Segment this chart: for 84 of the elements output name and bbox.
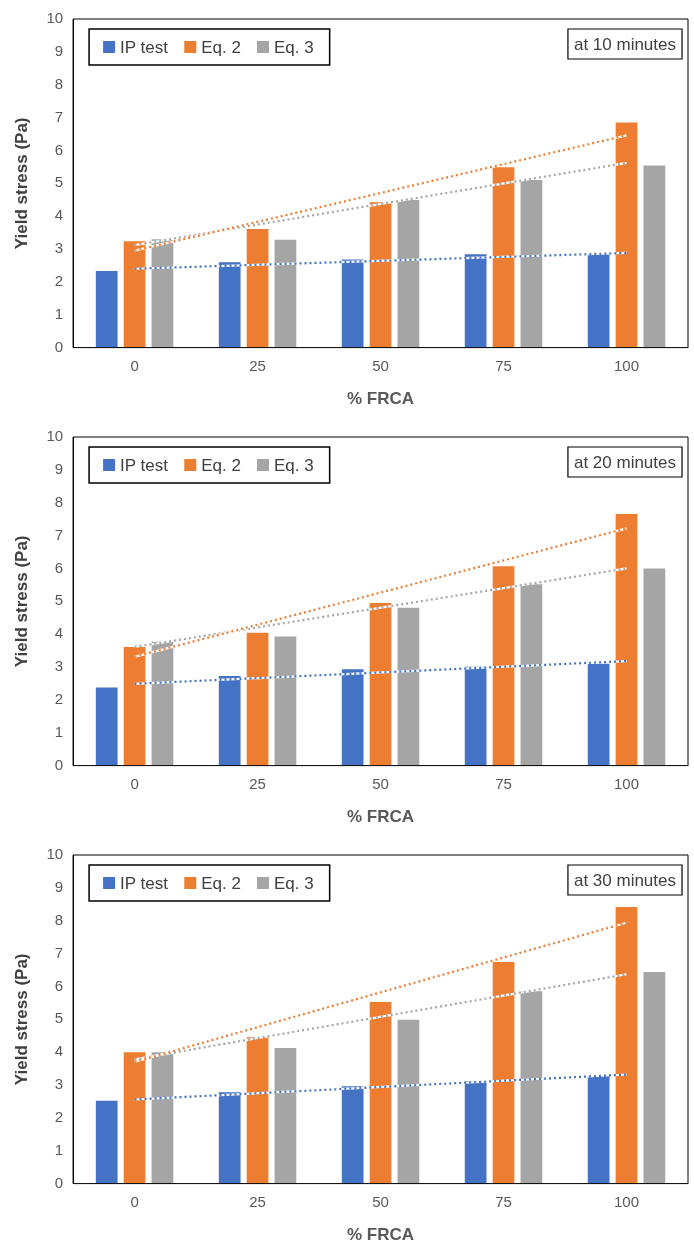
annotation: at 20 minutes <box>573 452 676 472</box>
x-tick-label: 50 <box>372 774 389 792</box>
bar <box>397 1019 420 1184</box>
x-tick-label: 25 <box>249 356 266 374</box>
legend-label: Eq. 3 <box>273 37 314 57</box>
x-axis-title: % FRCA <box>347 389 415 409</box>
y-tick-label: 5 <box>54 173 64 191</box>
y-tick-label: 10 <box>46 427 64 445</box>
y-axis-title: Yield stress (Pa) <box>11 117 31 250</box>
y-tick-label: 4 <box>54 1042 64 1060</box>
y-tick-label: 0 <box>54 755 64 773</box>
legend-label: IP test <box>120 873 169 893</box>
x-tick-label: 25 <box>249 1192 266 1210</box>
y-tick-label: 8 <box>54 910 64 928</box>
x-tick-label: 0 <box>130 1192 139 1210</box>
bar <box>95 1100 118 1184</box>
bar <box>369 1001 392 1184</box>
y-tick-label: 1 <box>54 722 64 740</box>
x-tick-label: 100 <box>613 1192 640 1210</box>
y-tick-label: 10 <box>46 845 64 863</box>
y-tick-label: 0 <box>54 337 64 355</box>
bar <box>274 1047 297 1184</box>
y-tick-label: 6 <box>54 140 64 158</box>
y-tick-label: 8 <box>54 492 64 510</box>
bar <box>643 971 666 1184</box>
legend-label: IP test <box>120 37 169 57</box>
bar <box>95 687 118 766</box>
y-axis-title: Yield stress (Pa) <box>11 535 31 668</box>
x-tick-label: 25 <box>249 774 266 792</box>
y-tick-label: 2 <box>54 690 64 708</box>
bar <box>246 1037 269 1184</box>
y-tick-label: 3 <box>54 657 64 675</box>
y-tick-label: 2 <box>54 1108 64 1126</box>
x-tick-label: 100 <box>613 356 640 374</box>
y-tick-label: 5 <box>54 1009 64 1027</box>
x-tick-label: 75 <box>495 774 512 792</box>
bar <box>492 566 515 766</box>
x-axis-title: % FRCA <box>347 1225 415 1245</box>
legend-label: Eq. 3 <box>273 455 314 475</box>
x-tick-label: 50 <box>372 1192 389 1210</box>
x-tick-label: 0 <box>130 356 139 374</box>
y-tick-label: 9 <box>54 460 64 477</box>
x-tick-label: 50 <box>372 356 389 374</box>
y-axis-title: Yield stress (Pa) <box>11 953 31 1086</box>
bar <box>246 228 269 348</box>
y-tick-label: 7 <box>54 525 64 543</box>
x-tick-label: 75 <box>495 1192 512 1210</box>
y-tick-label: 4 <box>54 624 64 642</box>
bar <box>274 239 297 348</box>
y-tick-label: 6 <box>54 558 64 576</box>
y-tick-label: 7 <box>54 107 64 125</box>
legend-label: Eq. 2 <box>201 37 241 57</box>
bar <box>274 636 297 766</box>
y-tick-label: 7 <box>54 943 64 961</box>
annotation: at 30 minutes <box>573 870 676 890</box>
y-tick-label: 9 <box>54 42 64 59</box>
y-tick-label: 1 <box>54 1140 64 1158</box>
legend-label: Eq. 2 <box>201 873 241 893</box>
y-tick-label: 6 <box>54 976 64 994</box>
y-tick-label: 10 <box>46 9 64 27</box>
y-tick-label: 3 <box>54 1075 64 1093</box>
bar <box>643 165 666 348</box>
y-tick-label: 1 <box>54 304 64 322</box>
bar <box>643 568 666 766</box>
legend-label: Eq. 2 <box>201 455 241 475</box>
y-tick-label: 8 <box>54 74 64 92</box>
bar <box>246 632 269 766</box>
annotation: at 10 minutes <box>573 34 676 54</box>
legend-label: Eq. 3 <box>273 873 314 893</box>
y-tick-label: 5 <box>54 591 64 609</box>
x-axis-title: % FRCA <box>347 807 415 827</box>
y-tick-label: 0 <box>54 1173 64 1191</box>
x-tick-label: 100 <box>613 774 640 792</box>
bar <box>369 202 392 348</box>
legend-label: IP test <box>120 455 169 475</box>
bar <box>369 602 392 766</box>
y-tick-label: 3 <box>54 239 64 257</box>
y-tick-label: 4 <box>54 206 64 224</box>
y-tick-label: 2 <box>54 272 64 290</box>
y-tick-label: 9 <box>54 878 64 895</box>
bar <box>397 607 420 766</box>
x-tick-label: 0 <box>130 774 139 792</box>
x-tick-label: 75 <box>495 356 512 374</box>
bar <box>95 271 118 348</box>
